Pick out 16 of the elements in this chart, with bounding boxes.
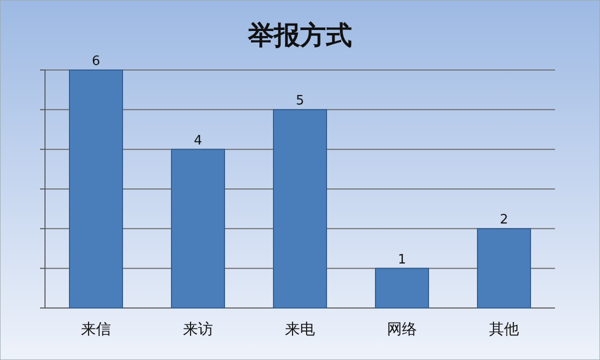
bar (476, 228, 532, 308)
data-label: 6 (92, 54, 100, 69)
x-tick-label: 网络 (387, 320, 417, 338)
bar (170, 148, 226, 308)
data-label: 1 (398, 252, 406, 268)
bar (374, 268, 430, 308)
chart-title: 举报方式 (247, 21, 352, 51)
x-tick-label: 来访 (183, 320, 213, 338)
x-tick-label: 来信 (81, 320, 111, 338)
data-label: 2 (500, 212, 508, 228)
data-label: 4 (194, 133, 202, 148)
bar (272, 109, 328, 308)
x-tick-label: 其他 (489, 320, 519, 338)
data-label: 5 (296, 94, 304, 109)
x-tick-label: 来电 (285, 320, 315, 338)
bar (68, 70, 124, 308)
